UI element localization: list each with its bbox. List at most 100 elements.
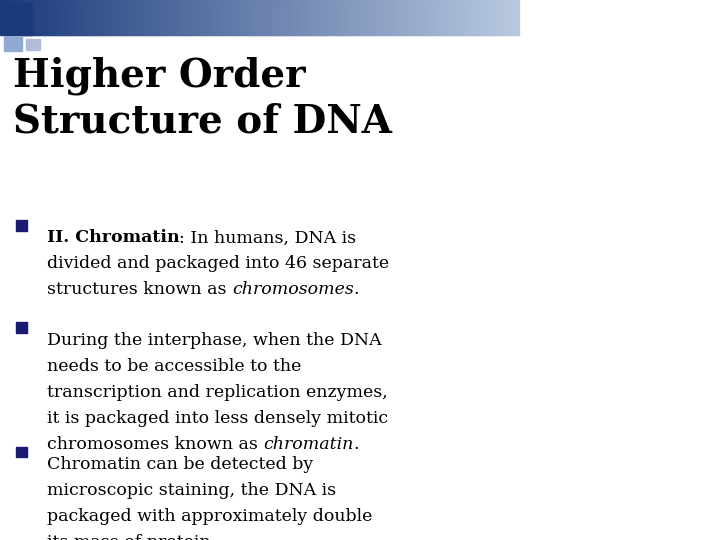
Bar [261, 0, 264, 35]
Bar [52, 0, 54, 35]
Bar [148, 0, 151, 35]
Bar [199, 0, 201, 35]
Bar [176, 0, 179, 35]
Bar [16, 322, 27, 333]
Bar [53, 0, 56, 35]
Bar [510, 0, 512, 35]
Text: II. Chromatin: II. Chromatin [47, 230, 179, 246]
Bar [463, 0, 466, 35]
Bar [323, 0, 325, 35]
Bar [35, 0, 37, 35]
Bar [449, 0, 451, 35]
Bar [264, 0, 267, 35]
Bar [415, 0, 417, 35]
Bar [427, 0, 429, 35]
Bar [271, 0, 274, 35]
Bar [454, 0, 457, 35]
Bar [373, 0, 376, 35]
Bar [45, 0, 48, 35]
Bar [233, 0, 235, 35]
Bar [311, 0, 313, 35]
Bar [301, 0, 303, 35]
Bar [275, 0, 277, 35]
Bar [204, 0, 207, 35]
Bar [178, 0, 181, 35]
Bar [310, 0, 312, 35]
Bar [145, 0, 148, 35]
Bar [446, 0, 449, 35]
Bar [69, 0, 71, 35]
Bar [76, 0, 78, 35]
Bar [26, 39, 40, 50]
Bar [420, 0, 423, 35]
Bar [487, 0, 490, 35]
Text: Chromatin can be detected by: Chromatin can be detected by [47, 456, 313, 473]
Bar [513, 0, 516, 35]
Bar [186, 0, 189, 35]
Bar [282, 0, 284, 35]
Bar [333, 0, 336, 35]
Bar [125, 0, 127, 35]
Bar [71, 0, 73, 35]
Bar [202, 0, 204, 35]
Bar [216, 0, 218, 35]
Bar [477, 0, 480, 35]
Bar [47, 0, 49, 35]
Bar [100, 0, 103, 35]
Bar [491, 0, 493, 35]
Bar [337, 0, 339, 35]
Bar [221, 0, 224, 35]
Bar [276, 0, 279, 35]
Bar [86, 0, 89, 35]
Bar [4, 37, 22, 51]
Bar [347, 0, 350, 35]
Bar [206, 0, 208, 35]
Bar [138, 0, 140, 35]
Bar [346, 0, 348, 35]
Bar [425, 0, 428, 35]
Bar [163, 0, 165, 35]
Bar [143, 0, 146, 35]
Bar [500, 0, 502, 35]
Bar [120, 0, 122, 35]
Bar [105, 0, 108, 35]
Text: structures known as: structures known as [47, 281, 232, 298]
Bar [416, 0, 419, 35]
Bar [197, 0, 199, 35]
Bar [78, 0, 80, 35]
Bar [73, 0, 75, 35]
Text: transcription and replication enzymes,: transcription and replication enzymes, [47, 384, 387, 401]
Bar [142, 0, 144, 35]
Bar [458, 0, 460, 35]
Bar [321, 0, 324, 35]
Bar [467, 0, 469, 35]
Bar [472, 0, 474, 35]
Text: chromosomes: chromosomes [232, 281, 354, 298]
Bar [511, 0, 514, 35]
Bar [280, 0, 282, 35]
Bar [122, 0, 125, 35]
Bar [185, 0, 187, 35]
Bar [506, 0, 509, 35]
Bar [436, 0, 438, 35]
Bar [81, 0, 84, 35]
Bar [394, 0, 397, 35]
Bar [60, 0, 63, 35]
Bar [5, 0, 8, 35]
Bar [462, 0, 464, 35]
Bar [107, 0, 109, 35]
Bar [43, 0, 45, 35]
Bar [36, 0, 39, 35]
Bar [482, 0, 485, 35]
Bar [183, 0, 186, 35]
Bar [304, 0, 307, 35]
Bar [223, 0, 225, 35]
Bar [401, 0, 403, 35]
Bar [479, 0, 481, 35]
Bar [246, 0, 248, 35]
Bar [220, 0, 222, 35]
Bar [278, 0, 281, 35]
Bar [442, 0, 445, 35]
Bar [207, 0, 210, 35]
Bar [431, 0, 433, 35]
